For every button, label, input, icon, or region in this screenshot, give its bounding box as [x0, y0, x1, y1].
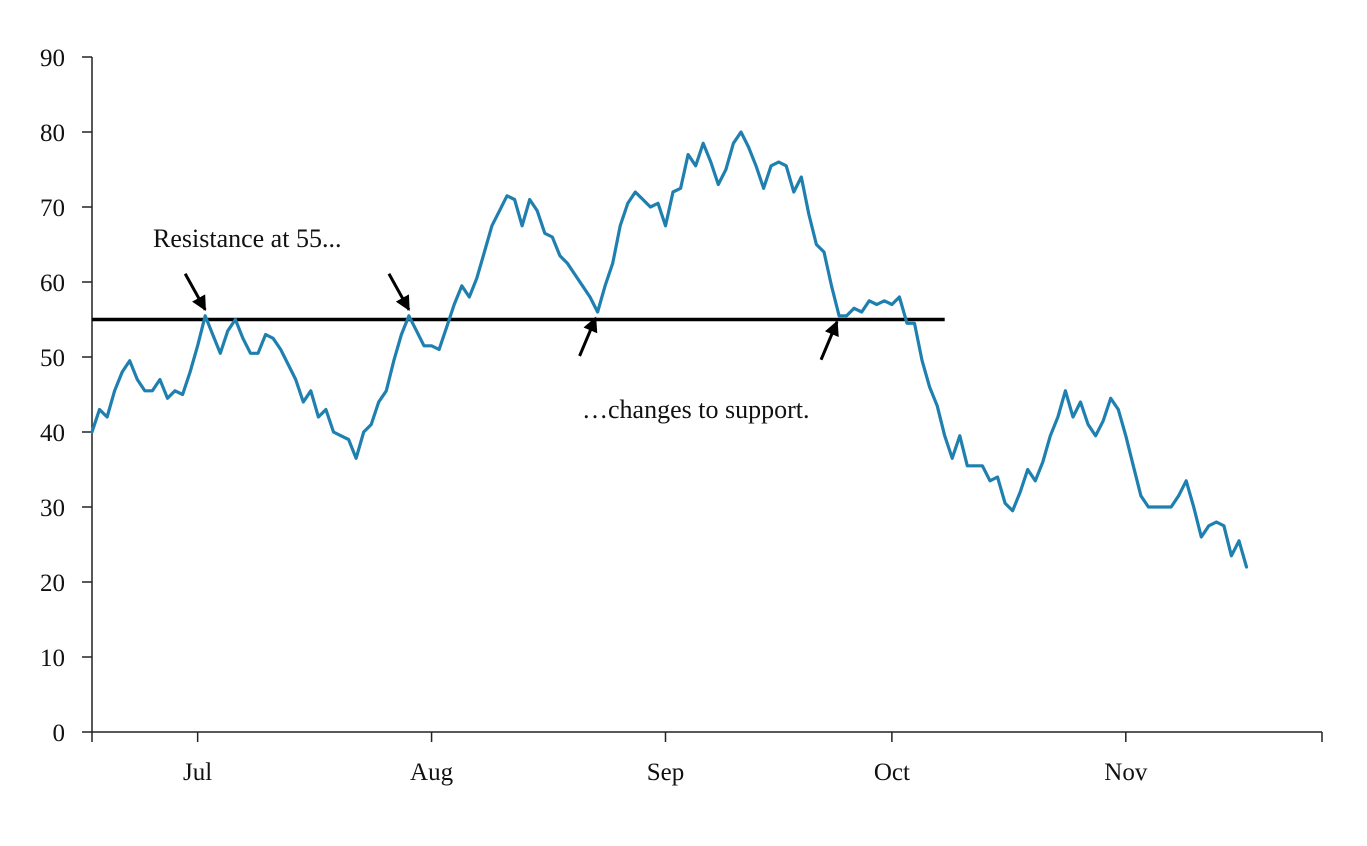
y-tick-label: 0	[53, 720, 66, 747]
y-axis: 0 10 20 30 40 50 60 70 80 90	[40, 45, 93, 747]
resistance-arrow	[183, 273, 207, 312]
x-axis: Jul Aug Sep Oct Nov	[91, 731, 1323, 786]
y-tick-label: 10	[40, 645, 65, 672]
y-tick-label: 80	[40, 120, 65, 147]
support-arrow	[578, 316, 598, 357]
support-arrow	[819, 320, 839, 361]
series-group	[90, 130, 1249, 569]
y-tick-label: 60	[40, 270, 65, 297]
x-tick-label: Sep	[647, 759, 685, 786]
annotation-support-label: …changes to support.	[582, 395, 809, 424]
x-tick-label: Nov	[1104, 759, 1148, 786]
annotation-resistance-label: Resistance at 55...	[153, 224, 341, 253]
x-tick-label: Oct	[874, 759, 910, 786]
x-tick-label: Jul	[183, 759, 212, 786]
y-tick-label: 40	[40, 420, 65, 447]
annotations: Resistance at 55... …changes to support.	[153, 224, 839, 424]
y-tick-label: 90	[40, 45, 65, 72]
y-tick-label: 30	[40, 495, 65, 522]
y-tick-label: 50	[40, 345, 65, 372]
price-series-line	[90, 130, 1249, 569]
resistance-arrow	[387, 273, 411, 312]
x-tick-label: Aug	[410, 759, 454, 786]
y-tick-label: 70	[40, 195, 65, 222]
y-tick-label: 20	[40, 570, 65, 597]
